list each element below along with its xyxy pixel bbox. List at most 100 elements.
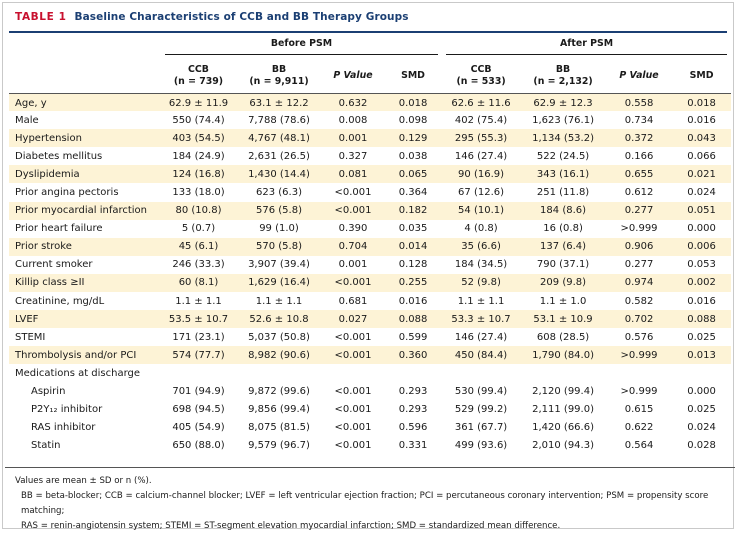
- row-value: 184 (8.6): [520, 201, 607, 220]
- row-value: 0.372: [606, 129, 673, 148]
- col-header-line1: BB: [555, 63, 571, 75]
- footnote-values: Values are mean ± SD or n (%).: [15, 476, 152, 486]
- row-value: 184 (24.9): [172, 150, 225, 162]
- row-value: 45 (6.1): [161, 237, 236, 256]
- row-value: [161, 364, 236, 382]
- row-value: <0.001: [334, 422, 372, 434]
- row-value: 0.006: [672, 237, 732, 256]
- before-col-header: CCB (n = 739): [161, 59, 236, 94]
- row-label: LVEF: [9, 310, 161, 329]
- table-row: Male 550 (74.4) 7,788 (78.6) 0.008 0.098 402 …: [9, 111, 731, 129]
- table-row: Statin 650 (88.0) 9,579 (96.7) <0.001 0.331 4…: [9, 437, 731, 455]
- row-value: 0.331: [398, 440, 428, 452]
- row-value: 209 (9.8): [520, 273, 607, 293]
- row-value: >0.999: [606, 346, 673, 365]
- row-label: Prior angina pectoris: [15, 187, 119, 199]
- after-col-header: P Value: [606, 59, 673, 94]
- group-header-row: Before PSM After PSM: [9, 33, 731, 59]
- row-value: 5,037 (50.8): [248, 331, 310, 343]
- row-value: [672, 364, 731, 382]
- row-value: 9,579 (96.7): [248, 440, 310, 452]
- row-value: 608 (28.5): [536, 331, 590, 343]
- row-value: 0.000: [687, 223, 716, 235]
- table-row: Prior angina pectoris 133 (18.0) 623 (6.3)…: [9, 183, 731, 201]
- row-value: 0.038: [398, 150, 428, 162]
- row-value: 90 (16.9): [442, 165, 521, 184]
- row-label: Prior stroke: [9, 237, 161, 256]
- after-col-header: CCB (n = 533): [442, 59, 521, 94]
- row-value: 0.035: [398, 223, 428, 235]
- row-value: 0.016: [687, 114, 716, 126]
- row-value: 0.001: [338, 259, 368, 271]
- row-label: P2Y₁₂ inhibitor: [31, 404, 103, 416]
- row-value: 133 (18.0): [172, 187, 225, 199]
- title-divider: [9, 31, 727, 33]
- row-value: 62.9 ± 11.9: [161, 93, 236, 112]
- row-value: >0.999: [620, 386, 658, 398]
- row-value: 790 (37.1): [536, 259, 590, 271]
- row-value: 576 (5.8): [236, 201, 322, 220]
- row-value: 8,982 (90.6): [236, 346, 322, 365]
- row-value: <0.001: [334, 331, 372, 343]
- after-col-header: SMD: [672, 59, 732, 94]
- row-value: 5 (0.7): [181, 223, 216, 235]
- row-value: 0.088: [672, 310, 732, 329]
- col-header-line2: (n = 2,132): [533, 75, 593, 87]
- row-value: 146 (27.4): [454, 331, 508, 343]
- row-label: Aspirin: [31, 386, 66, 398]
- row-value: 623 (6.3): [256, 187, 302, 199]
- row-value: 698 (94.5): [172, 404, 225, 416]
- row-value: 0.053: [687, 259, 716, 271]
- col-header-line1: CCB: [470, 63, 492, 75]
- row-value: 650 (88.0): [172, 440, 225, 452]
- row-value: 0.564: [624, 440, 654, 452]
- row-value: 0.129: [384, 129, 443, 148]
- row-value: [322, 364, 384, 382]
- row-value: <0.001: [322, 346, 384, 365]
- row-value: 9,872 (99.6): [248, 386, 310, 398]
- row-value: 405 (54.9): [172, 422, 225, 434]
- row-value: 0.065: [384, 165, 443, 184]
- before-col-header: P Value: [322, 59, 384, 94]
- table-row: Prior stroke 45 (6.1) 570 (5.8) 0.704 0.014 3…: [9, 237, 732, 256]
- row-value: 54 (10.1): [442, 201, 521, 220]
- table-row: Hypertension 403 (54.5) 4,767 (48.1) 0.001 0…: [9, 129, 732, 148]
- row-value: 53.3 ± 10.7: [442, 310, 521, 329]
- row-value: 8,075 (81.5): [248, 422, 310, 434]
- row-value: 403 (54.5): [161, 129, 236, 148]
- row-label: Statin: [31, 440, 61, 452]
- row-value: 80 (10.8): [161, 201, 236, 220]
- table-row: Dyslipidemia 124 (16.8) 1,430 (14.4) 0.081 0…: [9, 165, 732, 184]
- row-value: 0.612: [624, 187, 654, 199]
- row-value: 0.025: [687, 404, 716, 416]
- row-label: Killip class ≥II: [9, 273, 161, 293]
- row-value: 0.028: [687, 440, 716, 452]
- row-label: Medications at discharge: [15, 367, 141, 379]
- row-value: 0.582: [624, 295, 654, 307]
- row-value: 16 (0.8): [543, 223, 583, 235]
- row-value: 522 (24.5): [536, 150, 590, 162]
- row-value: 7,788 (78.6): [248, 114, 310, 126]
- row-value: 0.081: [322, 165, 384, 184]
- row-value: 0.018: [672, 93, 732, 112]
- row-label: STEMI: [15, 331, 46, 343]
- row-value: <0.001: [334, 440, 372, 452]
- row-label: Thrombolysis and/or PCI: [9, 346, 161, 365]
- row-value: 2,010 (94.3): [532, 440, 594, 452]
- row-value: 0.098: [398, 114, 428, 126]
- row-value: 0.277: [624, 259, 654, 271]
- row-label: Prior heart failure: [15, 223, 103, 235]
- row-value: [606, 364, 672, 382]
- before-col-header: SMD: [384, 59, 443, 94]
- row-value: 0.024: [687, 422, 716, 434]
- table-row: Age, y 62.9 ± 11.9 63.1 ± 12.2 0.632 0.018 62…: [9, 93, 732, 112]
- row-value: 0.293: [398, 404, 428, 416]
- row-value: <0.001: [322, 273, 384, 293]
- row-value: 3,907 (39.4): [248, 259, 310, 271]
- table-row: LVEF 53.5 ± 10.7 52.6 ± 10.8 0.027 0.088 53.3…: [9, 310, 732, 329]
- row-value: 63.1 ± 12.2: [236, 93, 322, 112]
- row-value: 146 (27.4): [454, 150, 508, 162]
- row-value: 0.008: [338, 114, 368, 126]
- row-value: 99 (1.0): [259, 223, 299, 235]
